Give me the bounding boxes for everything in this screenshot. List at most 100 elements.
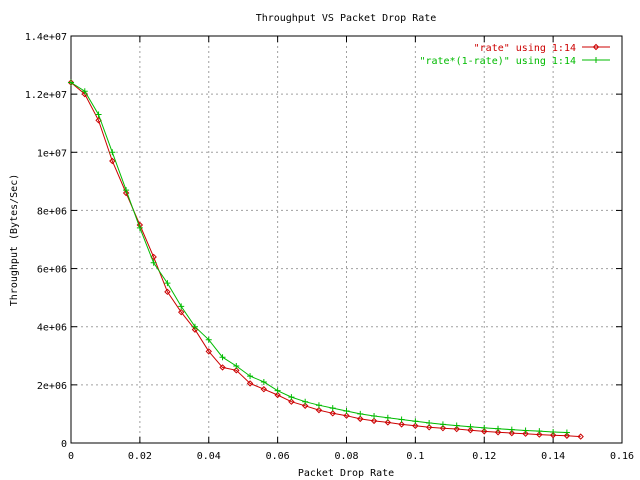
data-point [233, 362, 240, 369]
data-point [109, 157, 116, 165]
data-point [593, 57, 599, 63]
data-point [357, 415, 364, 423]
y-tick-label: 1.4e+07 [25, 32, 67, 43]
data-point [563, 429, 570, 436]
series-1 [67, 79, 584, 440]
data-point [150, 253, 157, 261]
data-point [260, 386, 268, 393]
legend: "rate" using 1:14 "rate*(1-rate)" using 1… [419, 43, 610, 67]
data-point [177, 308, 185, 316]
data-point [549, 431, 557, 439]
y-tick-label: 8e+06 [37, 206, 67, 217]
series-line [70, 82, 581, 438]
data-point [178, 303, 185, 310]
y-tick-label: 4e+06 [37, 323, 67, 334]
data-point [288, 394, 295, 401]
data-point [495, 425, 502, 432]
data-point [122, 189, 130, 197]
data-point [343, 412, 350, 419]
y-tick-label: 1.2e+07 [25, 90, 67, 101]
data-point [522, 427, 529, 434]
data-point [508, 429, 516, 437]
data-point [522, 430, 529, 437]
data-point [412, 418, 419, 425]
x-tick-label: 0.16 [610, 451, 634, 462]
data-point [302, 398, 309, 405]
x-tick-label: 0 [68, 451, 74, 462]
y-axis-tick-labels: 0 2e+06 4e+06 6e+06 8e+06 1e+07 1.2e+07 1.4e+07 [25, 32, 67, 450]
data-point [425, 424, 433, 431]
data-point [315, 402, 322, 409]
data-point [398, 416, 405, 423]
data-point [398, 421, 405, 428]
legend-item: "rate" using 1:14 [474, 43, 610, 54]
data-point [68, 79, 74, 86]
data-point [453, 422, 460, 429]
data-point [205, 336, 212, 343]
data-point [494, 429, 502, 436]
data-point [370, 417, 378, 425]
y-tick-label: 2e+06 [37, 381, 67, 392]
legend-label: "rate*(1-rate)" using 1:14 [419, 56, 576, 67]
data-point [481, 428, 488, 435]
data-point [164, 288, 171, 296]
data-point [550, 428, 557, 435]
data-point [81, 90, 88, 98]
data-point [508, 426, 515, 433]
data-point [592, 43, 600, 51]
data-point [371, 412, 378, 419]
data-point [301, 402, 309, 409]
data-point [453, 425, 460, 433]
x-tick-label: 0.14 [541, 451, 565, 462]
x-tick-label: 0.04 [197, 451, 221, 462]
series-group [67, 79, 584, 440]
data-point [315, 406, 323, 414]
legend-label: "rate" using 1:14 [474, 43, 576, 54]
data-point [109, 149, 116, 156]
chart-title: Throughput VS Packet Drop Rate [256, 13, 437, 24]
y-tick-label: 1e+07 [37, 148, 67, 159]
data-point [467, 427, 474, 434]
data-point [329, 410, 336, 417]
data-point [329, 405, 336, 412]
x-tick-label: 0.06 [266, 451, 290, 462]
data-point [357, 410, 364, 417]
x-tick-label: 0.08 [334, 451, 358, 462]
series-2 [68, 79, 570, 436]
data-point [343, 408, 350, 415]
data-point [274, 391, 281, 399]
data-point [247, 373, 254, 380]
x-tick-label: 0.12 [472, 451, 496, 462]
data-point [577, 433, 584, 440]
data-point [412, 422, 419, 430]
x-axis-label: Packet Drop Rate [298, 468, 394, 479]
data-point [384, 414, 391, 421]
data-point [274, 387, 281, 394]
x-tick-label: 0.1 [406, 451, 424, 462]
data-point [246, 380, 254, 387]
data-point [426, 419, 433, 426]
x-tick-label: 0.02 [128, 451, 152, 462]
data-point [205, 348, 212, 355]
x-axis-tick-labels: 0 0.02 0.04 0.06 0.08 0.1 0.12 0.14 0.16 [68, 451, 634, 462]
data-point [384, 419, 392, 426]
y-tick-label: 6e+06 [37, 265, 67, 276]
data-point [191, 323, 198, 330]
data-point [481, 424, 488, 431]
data-point [164, 280, 171, 287]
y-tick-label: 0 [61, 439, 67, 450]
series-line [70, 82, 567, 433]
data-point [233, 367, 240, 374]
legend-item: "rate*(1-rate)" using 1:14 [419, 56, 610, 67]
data-point [536, 431, 543, 438]
data-point [136, 224, 143, 231]
data-point [150, 259, 157, 266]
data-point [260, 378, 267, 385]
grid-lines [71, 36, 622, 443]
data-point [439, 421, 446, 428]
data-point [219, 354, 226, 361]
data-point [536, 428, 543, 435]
data-point [467, 423, 474, 430]
data-point [219, 364, 226, 371]
